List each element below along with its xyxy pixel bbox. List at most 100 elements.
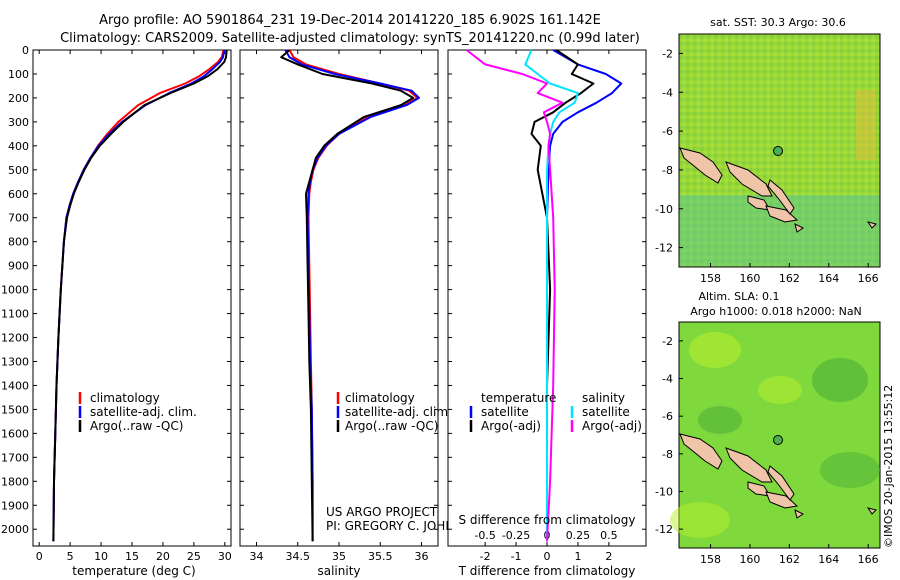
depth-tick-label: 1700 xyxy=(1,451,29,464)
s-difference-axis-label: S difference from climatology xyxy=(459,513,636,527)
s-difference-tick-label: 0.5 xyxy=(600,529,618,542)
island-choiseul xyxy=(679,147,723,184)
depth-tick-label: 200 xyxy=(8,92,29,105)
x-tick-label: 36 xyxy=(415,550,429,563)
temperature-x-ticks: 0 5 10 15 20 25 30 xyxy=(36,50,232,563)
depth-tick-label: 300 xyxy=(8,116,29,129)
sla-map-coastlines xyxy=(679,433,877,519)
sla-map-y-ticks: -2 -4 -6 -8 -10 -12 xyxy=(655,335,683,536)
depth-ticks: 0 100 200 300 400 500 600 700 800 900 1000 1100 1200… xyxy=(1,44,231,536)
legend-heading-salinity: salinity xyxy=(582,391,625,405)
legend-label-satellite-clim: satellite-adj. clim. xyxy=(90,405,197,419)
sla-blob-light-1 xyxy=(689,332,741,368)
legend-label-satellite-clim: satellite-adj. clim. xyxy=(345,405,452,419)
legend-label-t-argo: Argo(-adj) xyxy=(481,419,541,433)
lat-tick-label: -10 xyxy=(655,203,673,216)
island-guadalcanal xyxy=(765,205,799,223)
depth-tick-label: 1800 xyxy=(1,475,29,488)
difference-series xyxy=(465,49,623,542)
difference-x-ticks: -2 -1 0 1 2-0.5 -0.25 0 0.25 0.5 xyxy=(474,50,618,563)
sst-map-title: sat. SST: 30.3 Argo: 30.6 xyxy=(710,16,846,29)
imos-timestamp: ©IMOS 20-Jan-2015 13:55:12 xyxy=(882,385,895,548)
depth-tick-label: 1400 xyxy=(1,379,29,392)
lon-tick-label: 160 xyxy=(739,553,760,566)
series-line xyxy=(52,49,228,542)
x-tick-label: 30 xyxy=(218,550,232,563)
header-line1: Argo profile: AO 5901864_231 19-Dec-2014… xyxy=(99,13,601,28)
lon-tick-label: 158 xyxy=(700,272,721,285)
sst-map: sat. SST: 30.3 Argo: 30.6 -2 -4 -6 -8 -10 -12… xyxy=(655,16,881,285)
legend-label-argo: Argo(..raw -QC) xyxy=(90,419,183,433)
x-tick-label: 0 xyxy=(544,550,551,563)
island-small-1 xyxy=(794,509,804,519)
x-tick-label: 2 xyxy=(605,550,612,563)
lon-tick-label: 162 xyxy=(779,272,800,285)
t-difference-axis-label: T difference from climatology xyxy=(458,564,636,578)
lat-tick-label: -4 xyxy=(662,373,673,386)
series-line xyxy=(530,49,595,542)
temperature-series xyxy=(52,49,228,542)
depth-tick-label: 1100 xyxy=(1,308,29,321)
sst-warm-patch xyxy=(856,90,876,160)
sla-blob-light-2 xyxy=(758,376,802,404)
legend-label-t-satellite: satellite xyxy=(481,405,529,419)
temperature-axis-label: temperature (deg C) xyxy=(72,564,195,578)
argo-float-marker xyxy=(773,146,783,156)
sla-blob-light-3 xyxy=(670,502,730,538)
depth-tick-label: 600 xyxy=(8,188,29,201)
salinity-legend: climatology satellite-adj. clim. Argo(..… xyxy=(336,391,452,433)
temperature-panel: 0100200300400500600700800900100011001200… xyxy=(1,44,232,578)
argo-float-marker xyxy=(773,435,783,445)
x-tick-label: 34.5 xyxy=(286,550,311,563)
island-malaita xyxy=(767,465,795,501)
header-line2: Climatology: CARS2009. Satellite-adjuste… xyxy=(60,31,640,46)
lat-tick-label: -6 xyxy=(662,125,673,138)
lat-tick-label: -12 xyxy=(655,242,673,255)
depth-tick-label: 900 xyxy=(8,260,29,273)
lat-tick-label: -6 xyxy=(662,410,673,423)
x-tick-label: 35.5 xyxy=(368,550,393,563)
island-santa-isabel xyxy=(725,161,773,197)
x-tick-label: 0 xyxy=(36,550,43,563)
salinity-axis-label: salinity xyxy=(317,564,360,578)
lon-tick-label: 166 xyxy=(858,272,879,285)
x-tick-label: 35 xyxy=(332,550,346,563)
island-small-2 xyxy=(866,507,877,515)
island-santa-isabel xyxy=(725,447,773,483)
legend-label-s-satellite: satellite xyxy=(582,405,630,419)
difference-legend: temperature satellite Argo(-adj) salinit… xyxy=(469,391,642,433)
x-tick-label: 34 xyxy=(250,550,264,563)
sst-map-coastlines xyxy=(679,147,877,233)
depth-tick-label: 1600 xyxy=(1,427,29,440)
lon-tick-label: 164 xyxy=(818,272,839,285)
difference-y-ticks xyxy=(448,49,646,530)
salinity-y-ticks xyxy=(240,49,438,530)
x-tick-label: -1 xyxy=(511,550,522,563)
difference-panel: -2 -1 0 1 2-0.5 -0.25 0 0.25 0.5 S difference fr… xyxy=(447,49,647,578)
x-tick-label: 25 xyxy=(187,550,201,563)
salinity-plot-frame xyxy=(239,49,439,547)
sst-map-x-ticks: 158 160 162 164 166 xyxy=(700,263,879,285)
lat-tick-label: -4 xyxy=(662,86,673,99)
series-line xyxy=(524,49,579,542)
salinity-x-ticks: 34 34.5 35 35.5 36 xyxy=(250,50,429,563)
legend-heading-temperature: temperature xyxy=(481,391,556,405)
depth-tick-label: 1200 xyxy=(1,332,29,345)
legend-label-climatology: climatology xyxy=(90,391,160,405)
lon-tick-label: 162 xyxy=(779,553,800,566)
lat-tick-label: -10 xyxy=(655,486,673,499)
temperature-legend: climatology satellite-adj. clim. Argo(..… xyxy=(78,391,197,433)
island-guadalcanal xyxy=(765,491,799,509)
depth-tick-label: 1300 xyxy=(1,355,29,368)
lat-tick-label: -8 xyxy=(662,448,673,461)
x-tick-label: 5 xyxy=(67,550,74,563)
temperature-plot-frame xyxy=(32,49,232,547)
lat-tick-label: -2 xyxy=(662,47,673,60)
lon-tick-label: 160 xyxy=(739,272,760,285)
x-tick-label: 15 xyxy=(125,550,139,563)
island-new-georgia xyxy=(747,481,771,497)
island-malaita xyxy=(767,179,795,215)
s-difference-tick-label: -0.5 xyxy=(474,529,495,542)
lat-tick-label: -12 xyxy=(655,523,673,536)
